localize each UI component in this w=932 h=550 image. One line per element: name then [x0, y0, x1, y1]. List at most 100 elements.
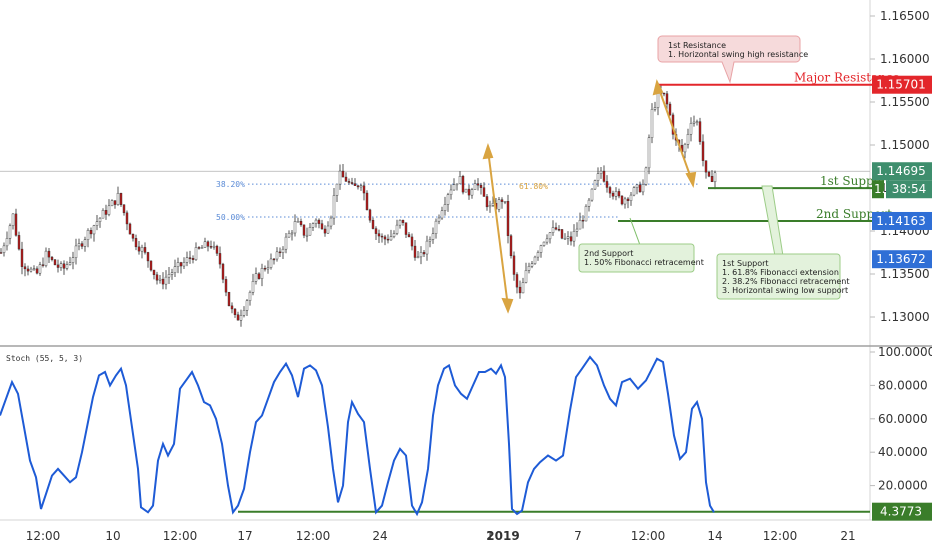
second-support-callout-line1: 1. 50% Fibonacci retracement: [584, 258, 704, 267]
fib-50-label: 50.00%: [216, 213, 245, 222]
candle-body: [302, 224, 306, 236]
candle-body: [554, 227, 558, 230]
candle-body: [296, 221, 300, 223]
candle-body: [203, 241, 207, 248]
candle-body: [455, 183, 459, 186]
second-support-price: 1.14163: [876, 214, 926, 228]
candle-body: [629, 194, 633, 201]
bar-countdown: 38:54: [892, 182, 927, 196]
candle-body: [350, 182, 354, 184]
candle-body: [158, 278, 162, 281]
candle-body: [389, 236, 393, 241]
candle-body: [80, 243, 84, 247]
stoch-tick-label: 40.0000: [878, 445, 928, 459]
candle-body: [119, 192, 123, 205]
candle-body: [365, 192, 369, 211]
candle-body: [329, 217, 333, 227]
candle-body: [632, 187, 636, 196]
candle-body: [437, 217, 441, 222]
candle-body: [374, 228, 378, 234]
candle-body: [344, 176, 348, 182]
candle-body: [467, 188, 471, 196]
candle-body: [545, 238, 549, 243]
candle-body: [128, 223, 132, 235]
candle-body: [23, 266, 27, 270]
stoch-tick-label: 60.0000: [878, 412, 928, 426]
stoch-tick-label: 100.0000: [878, 345, 932, 359]
price-tick-label: 1.16000: [880, 52, 930, 66]
time-tick-label: 1: [486, 529, 494, 543]
candle-body: [332, 195, 336, 219]
candle-body: [8, 225, 12, 239]
stoch-indicator-title[interactable]: Stoch (55, 5, 3): [6, 354, 83, 363]
candle-body: [317, 219, 321, 224]
candle-body: [371, 219, 375, 229]
candle-body: [89, 230, 93, 235]
time-tick-label: 12:00: [763, 529, 798, 543]
stoch-value-badge: [872, 502, 932, 521]
first-support-price: 1.: [874, 182, 885, 196]
candle-body: [488, 205, 492, 208]
candle-body: [707, 171, 711, 177]
candle-body: [449, 189, 453, 195]
candle-body: [161, 278, 165, 285]
candle-body: [284, 236, 288, 250]
resistance-callout-title: 1st Resistance: [668, 41, 726, 50]
candle-body: [101, 210, 105, 219]
time-tick-label: 12:00: [296, 529, 331, 543]
candle-body: [413, 245, 417, 258]
candle-body: [338, 170, 342, 185]
candle-body: [257, 273, 261, 279]
candle-body: [5, 238, 9, 247]
candle-body: [701, 141, 705, 161]
candle-body: [278, 251, 282, 254]
candle-body: [122, 204, 126, 214]
candle-body: [515, 274, 519, 288]
stoch-value: 4.3773: [880, 505, 922, 519]
candle-body: [341, 170, 345, 178]
time-tick-label: 10: [105, 529, 120, 543]
candle-body: [653, 107, 657, 110]
candle-body: [0, 252, 3, 254]
candle-body: [77, 243, 81, 247]
other-price: 1.13672: [876, 252, 926, 266]
candle-body: [230, 305, 234, 310]
candle-body: [575, 228, 579, 232]
candle-body: [176, 262, 180, 267]
candle-body: [536, 252, 540, 258]
candle-body: [245, 300, 249, 311]
candle-body: [383, 236, 387, 240]
candle-body: [635, 184, 639, 188]
candle-body: [650, 109, 654, 138]
first-support-callout-title: 1st Support: [722, 259, 769, 268]
candle-body: [662, 92, 666, 95]
candle-body: [590, 188, 594, 201]
candle-body: [404, 222, 408, 235]
price-tick-label: 1.13000: [880, 310, 930, 324]
candle-body: [356, 185, 360, 188]
candle-body: [641, 184, 645, 193]
candle-body: [605, 181, 609, 188]
candle-body: [287, 233, 291, 238]
candle-body: [29, 268, 33, 272]
candle-body: [215, 245, 219, 254]
candle-body: [587, 199, 591, 207]
candle-body: [113, 200, 117, 205]
time-tick-label: 12:00: [26, 529, 61, 543]
candle-body: [443, 204, 447, 212]
candle-body: [500, 199, 504, 202]
swing-arrow-left: [487, 149, 509, 308]
candle-body: [323, 228, 327, 234]
candle-body: [596, 173, 600, 181]
candle-body: [299, 221, 303, 226]
candle-body: [170, 272, 174, 275]
candle-body: [425, 240, 429, 255]
candle-body: [470, 189, 474, 196]
candle-body: [56, 264, 60, 268]
candle-body: [26, 268, 30, 272]
candle-body: [155, 274, 159, 281]
first-support-callout: 1st Support 1. 61.8% Fibonacci extension…: [716, 185, 850, 300]
candle-body: [563, 237, 567, 240]
